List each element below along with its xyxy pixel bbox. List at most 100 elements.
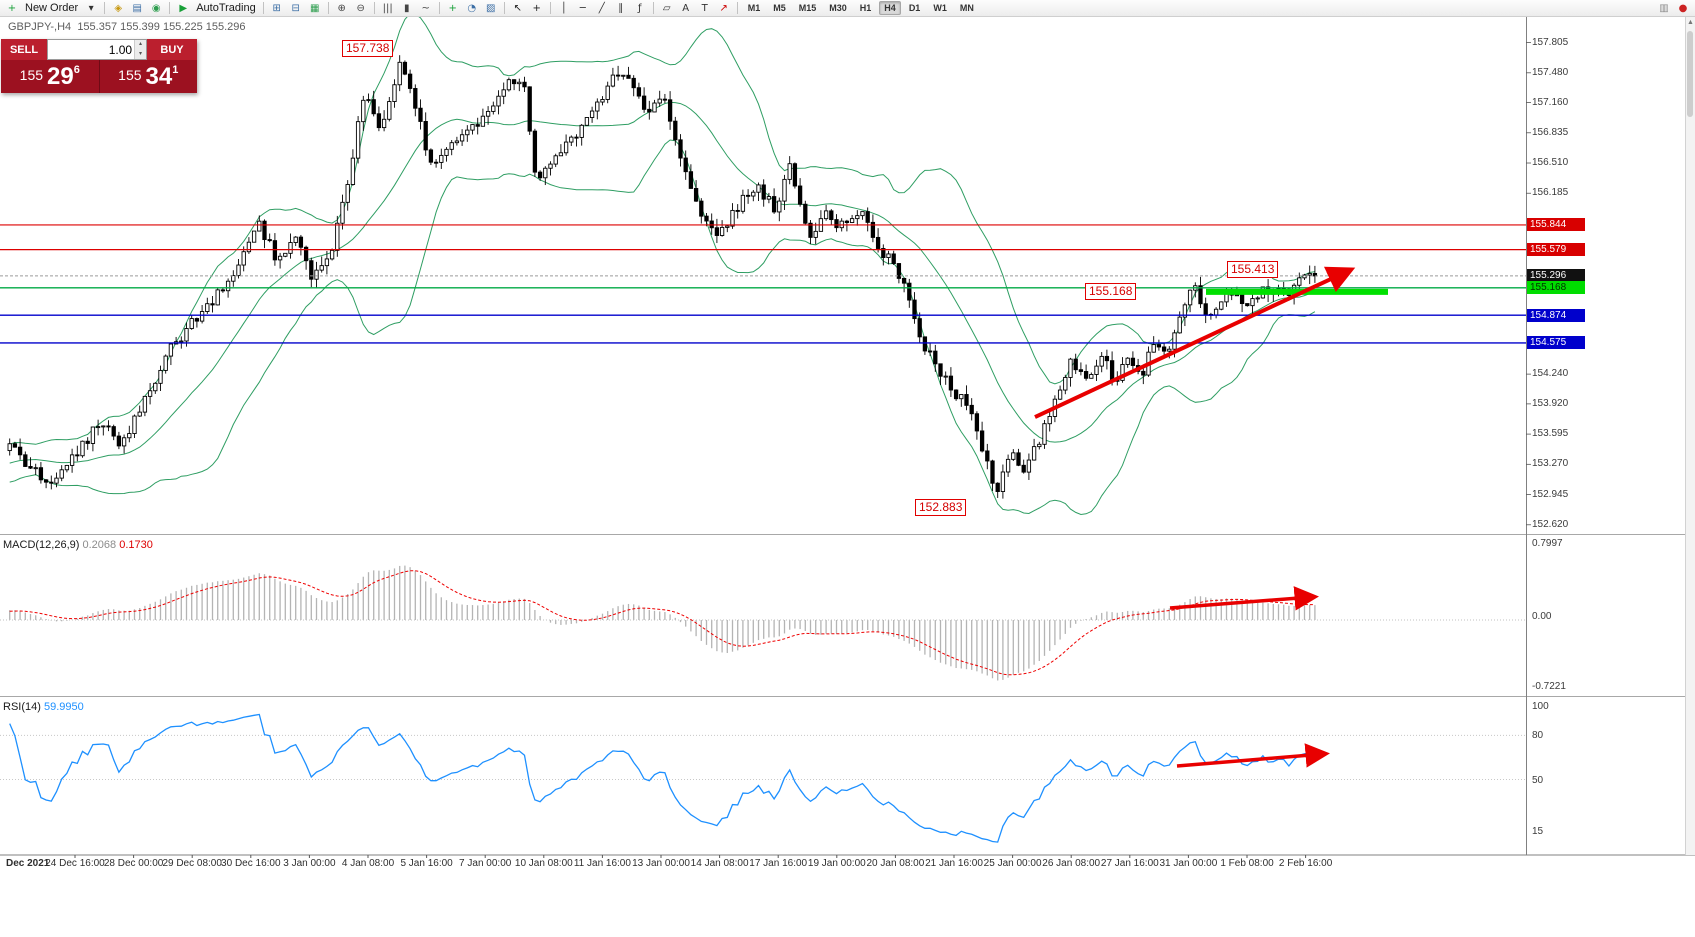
shapes-icon[interactable]: ▱ (662, 2, 671, 14)
crosshair-icon[interactable]: + (532, 2, 541, 14)
lot-size-field: ▴ ▾ (47, 39, 147, 60)
time-axis-label: 7 Jan 00:00 (459, 858, 512, 869)
horizontal-line-icon[interactable]: ─ (579, 2, 586, 14)
toolbar-separator (736, 2, 738, 14)
tile-windows-icon[interactable]: ⊞ (272, 2, 281, 14)
lot-decrease-button[interactable]: ▾ (135, 49, 146, 59)
axes-layer (0, 17, 1695, 858)
periods-icon[interactable]: ◔ (467, 2, 477, 14)
price-scale-tick: 153.920 (1532, 397, 1569, 409)
time-axis-label: 5 Jan 16:00 (400, 858, 453, 869)
arrows-tool-icon[interactable]: ↗ (719, 2, 728, 14)
timeframe-mn[interactable]: MN (959, 3, 974, 13)
channel-icon[interactable]: ∥ (618, 2, 624, 14)
buy-button[interactable]: BUY (147, 39, 197, 60)
timeframe-d1[interactable]: D1 (908, 3, 921, 13)
time-axis-label: 2 Feb 16:00 (1278, 858, 1333, 869)
sell-price-pipette: 6 (73, 64, 80, 76)
macd-signal-value: 0.1730 (119, 539, 153, 551)
time-axis-label: 30 Dec 16:00 (221, 858, 281, 869)
autotrading-button[interactable]: AutoTrading (196, 2, 256, 14)
scroll-up-button[interactable]: ▲ (1687, 19, 1694, 26)
price-scale-tick: 156.835 (1532, 126, 1569, 138)
alert-icon[interactable]: ● (1678, 2, 1688, 14)
bollinger-layer (9, 12, 1316, 516)
cascade-windows-icon[interactable]: ⊟ (291, 2, 300, 14)
timeframe-m1[interactable]: M1 (747, 3, 761, 13)
sell-price[interactable]: 155 29 6 (1, 60, 99, 93)
macd-layer (0, 565, 1526, 681)
toolbar-separator (549, 2, 551, 14)
price-scale-tick: 152.620 (1532, 518, 1569, 530)
fibonacci-icon[interactable]: ƒ (637, 2, 642, 14)
sell-price-whole: 155 (19, 67, 44, 83)
sell-price-pips: 29 (47, 63, 74, 90)
symbol-period-label: GBPJPY-,H4 (8, 21, 72, 33)
line-chart-type-icon[interactable]: ~ (421, 2, 430, 14)
time-axis-label: 17 Jan 16:00 (749, 858, 808, 869)
lot-size-input[interactable] (48, 40, 135, 59)
price-scale-tick: 157.160 (1532, 96, 1569, 108)
trendline-icon[interactable]: ╱ (598, 2, 605, 14)
rsi-scale-label: 100 (1532, 701, 1549, 712)
dock-panel-icon[interactable]: ▥ (1659, 2, 1669, 14)
bars-chart-type-icon[interactable]: ||| (382, 2, 393, 14)
time-axis-label: 1 Feb 08:00 (1220, 858, 1274, 869)
cursor-icon[interactable]: ↖ (513, 2, 522, 14)
indicators-icon[interactable]: + (448, 2, 457, 14)
timeframe-h4[interactable]: H4 (879, 1, 901, 15)
zoom-out-icon[interactable]: ⊖ (356, 2, 365, 14)
price-scale-tick: 153.595 (1532, 428, 1569, 440)
timeframe-w1[interactable]: W1 (933, 3, 947, 13)
time-axis-label: 26 Jan 08:00 (1042, 858, 1101, 869)
toolbar-separator (169, 2, 171, 14)
time-axis-label: 20 Jan 08:00 (866, 858, 925, 869)
time-axis-label: 19 Jan 00:00 (807, 858, 866, 869)
time-axis-label: 31 Jan 00:00 (1159, 858, 1218, 869)
price-level-badge: 155.168 (1527, 281, 1585, 295)
trade-panel-divider (98, 60, 100, 93)
label-icon[interactable]: T (701, 2, 708, 14)
price-scale-tick: 157.805 (1532, 36, 1569, 48)
vertical-line-icon[interactable]: │ (560, 2, 567, 14)
time-axis-label: 28 Dec 00:00 (103, 858, 164, 869)
templates-icon[interactable]: ▨ (485, 2, 496, 14)
toolbar-separator (262, 2, 264, 14)
arrange-windows-icon[interactable]: ▦ (309, 2, 320, 14)
data-window-icon[interactable]: ▤ (132, 2, 142, 14)
zoom-in-icon[interactable]: ⊕ (337, 2, 346, 14)
new-order-button[interactable]: New Order (25, 2, 79, 14)
timeframe-m15[interactable]: M15 (798, 3, 817, 13)
scrollbar-thumb[interactable] (1687, 31, 1693, 117)
timeframe-m5[interactable]: M5 (773, 3, 786, 13)
timeframe-m30[interactable]: M30 (829, 3, 847, 13)
vertical-scrollbar[interactable]: ▲ (1685, 17, 1695, 855)
buy-price-pips: 34 (145, 63, 173, 90)
macd-main-value: 0.2068 (82, 539, 117, 551)
price-scale-tick: 154.240 (1532, 368, 1569, 380)
macd-name: MACD(12,26,9) (3, 539, 80, 551)
time-axis-label: 13 Jan 00:00 (632, 858, 690, 869)
refresh-icon[interactable]: ◉ (151, 2, 161, 14)
candles-chart-type-icon[interactable]: ▮ (403, 2, 410, 14)
dropdown-arrow-icon[interactable]: ▾ (88, 2, 94, 14)
autotrading-icon[interactable]: ▶ (179, 2, 188, 14)
price-level-badge: 155.844 (1527, 218, 1585, 232)
rsi-scale-label: 80 (1532, 730, 1544, 742)
buy-price[interactable]: 155 34 1 (100, 60, 198, 93)
lot-increase-button[interactable]: ▴ (135, 40, 146, 50)
price-annotation: 155.168 (1085, 283, 1137, 300)
price-scale-tick: 156.510 (1532, 157, 1569, 168)
time-axis-label: 29 Dec 08:00 (162, 858, 222, 869)
sell-button[interactable]: SELL (1, 39, 47, 60)
time-axis-label: Dec 2021 (6, 858, 50, 869)
rsi-scale-label: 50 (1532, 774, 1544, 786)
text-icon[interactable]: A (682, 2, 690, 14)
lot-spinner: ▴ ▾ (134, 40, 146, 59)
new-order-icon[interactable]: + (7, 2, 17, 14)
metaeditor-icon[interactable]: ◈ (114, 2, 123, 14)
timeframe-h1[interactable]: H1 (859, 3, 872, 13)
